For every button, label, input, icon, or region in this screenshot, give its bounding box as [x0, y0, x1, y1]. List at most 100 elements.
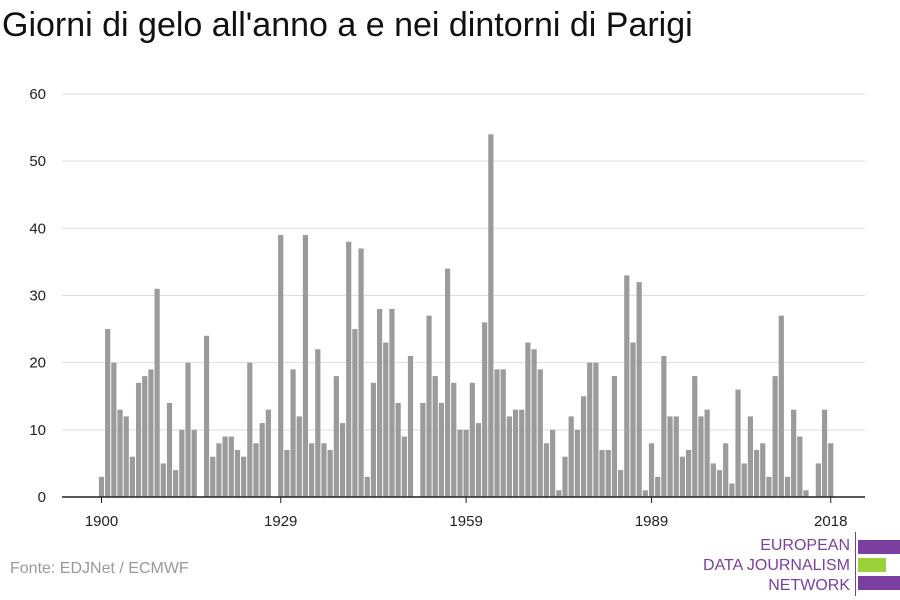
- bar: [568, 416, 574, 497]
- bar: [259, 423, 265, 497]
- gridlines: [62, 93, 865, 431]
- bar: [129, 456, 135, 497]
- x-axis: 1900 1929 1959 1989 2018: [62, 496, 865, 530]
- bar: [543, 443, 550, 497]
- logo-rule: [855, 532, 856, 596]
- bar: [642, 490, 648, 497]
- bar: [111, 362, 117, 497]
- bar: [358, 248, 364, 497]
- bar: [735, 389, 741, 497]
- bar: [605, 449, 611, 497]
- y-tick-label: 20: [29, 355, 46, 372]
- logo-bar-green: [858, 558, 886, 572]
- bar: [154, 288, 160, 497]
- bar: [179, 429, 185, 497]
- bar: [803, 490, 809, 497]
- bar: [457, 429, 463, 497]
- bar: [778, 315, 784, 497]
- bar: [821, 409, 828, 497]
- source-note: Fonte: EDJNet / ECMWF: [10, 560, 189, 577]
- y-tick-label: 50: [29, 153, 46, 170]
- bar: [753, 449, 760, 497]
- bar: [716, 470, 723, 497]
- bar: [494, 369, 500, 497]
- bar: [500, 369, 506, 497]
- bar: [370, 382, 377, 497]
- bar: [741, 463, 747, 497]
- bar: [327, 449, 333, 497]
- bar: [432, 376, 438, 497]
- bar: [105, 329, 111, 497]
- bar: [747, 416, 753, 497]
- bar: [241, 456, 247, 497]
- bar: [463, 429, 469, 497]
- bar: [828, 443, 834, 497]
- logo-line: EUROPEAN: [760, 537, 850, 554]
- bar: [389, 308, 395, 497]
- bar: [729, 483, 735, 497]
- bar: [420, 402, 426, 497]
- bar: [519, 409, 525, 497]
- x-tick-label: 1900: [85, 513, 118, 530]
- y-tick-label: 10: [29, 422, 46, 439]
- bar: [321, 443, 327, 497]
- bar: [401, 436, 407, 497]
- bar: [723, 443, 729, 497]
- bar: [228, 436, 234, 497]
- logo-line: DATA JOURNALISM: [703, 557, 850, 574]
- bar: [537, 369, 543, 497]
- bar: [698, 416, 704, 497]
- bar: [210, 456, 216, 497]
- bar: [636, 282, 642, 497]
- bar: [395, 402, 401, 497]
- bar: [135, 382, 142, 497]
- bar: [265, 409, 271, 497]
- bar: [667, 416, 673, 497]
- bar: [797, 436, 803, 497]
- bar: [655, 476, 661, 497]
- bar: [284, 449, 290, 497]
- bar: [661, 355, 667, 497]
- bar: [599, 449, 605, 497]
- bar: [426, 315, 432, 497]
- bar: [98, 476, 105, 497]
- bar: [593, 362, 599, 497]
- bar: [692, 376, 698, 497]
- bar: [173, 470, 179, 497]
- bar: [148, 369, 154, 497]
- logo-bar-purple: [858, 540, 900, 554]
- bar: [556, 490, 562, 497]
- bar: [562, 456, 568, 497]
- x-tick-label: 1929: [264, 513, 297, 530]
- bar: [630, 342, 636, 497]
- bar: [704, 409, 710, 497]
- x-tick-label: 2018: [814, 513, 847, 530]
- bar: [364, 476, 370, 497]
- bar: [772, 376, 778, 497]
- bar: [438, 402, 444, 497]
- bar: [309, 443, 315, 497]
- bar: [160, 463, 166, 497]
- y-tick-label: 40: [29, 220, 46, 237]
- bar: [185, 362, 191, 497]
- bar: [815, 463, 821, 497]
- bar: [760, 443, 766, 497]
- bar: [383, 342, 389, 497]
- bar: [791, 409, 797, 497]
- bar: [191, 429, 197, 497]
- bar: [475, 423, 482, 497]
- bar: [488, 134, 494, 498]
- bar: [302, 235, 309, 498]
- bar: [278, 235, 284, 498]
- bar: [550, 429, 556, 497]
- edjnet-logo: EUROPEAN DATA JOURNALISM NETWORK: [700, 532, 900, 596]
- bar: [222, 436, 228, 497]
- bar: [580, 396, 587, 497]
- bar: [234, 449, 241, 497]
- bar: [377, 308, 383, 497]
- bar: [784, 476, 791, 497]
- bar: [624, 275, 630, 497]
- bar: [142, 376, 148, 497]
- bar: [506, 416, 512, 497]
